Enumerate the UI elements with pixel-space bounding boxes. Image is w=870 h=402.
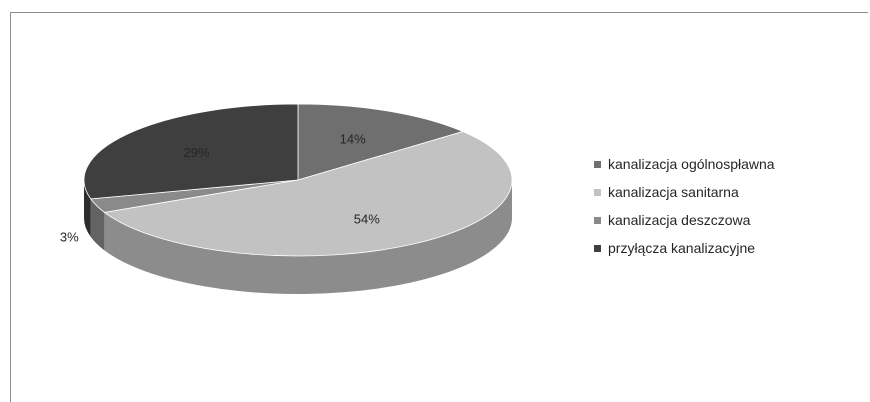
legend-swatch [594,244,601,252]
legend-label: kanalizacja sanitarna [608,184,739,200]
legend: kanalizacja ogólnospławna kanalizacja sa… [594,150,775,262]
pie-slices [83,103,513,257]
data-label-kanalizacja-sanitarna: 54% [354,212,380,227]
legend-label: kanalizacja ogólnospławna [608,156,775,172]
legend-item-kanalizacja-ogolnosplawna: kanalizacja ogólnospławna [594,150,775,178]
legend-item-kanalizacja-deszczowa: kanalizacja deszczowa [594,206,775,234]
data-label-kanalizacja-deszczowa: 3% [60,230,79,245]
legend-item-przylacza-kanalizacyjne: przyłącza kanalizacyjne [594,234,775,262]
data-label-kanalizacja-ogolnosplawna: 14% [340,132,366,147]
pie-labels: 14% 54% 3% 29% [60,132,380,245]
legend-label: kanalizacja deszczowa [608,212,751,228]
legend-swatch [594,188,601,196]
pie-side-kanalizacja-sanitarna [104,180,513,295]
legend-label: przyłącza kanalizacyjne [608,240,756,256]
legend-item-kanalizacja-sanitarna: kanalizacja sanitarna [594,178,775,206]
pie-slice-kanalizacja-ogolnosplawna [297,103,465,181]
pie-slice-przylacza-kanalizacyjne [83,103,299,200]
pie-sides [84,180,513,295]
legend-swatch [594,216,601,224]
pie-side-przylacza-kanalizacyjne [84,180,91,237]
legend-swatch [594,160,601,168]
data-label-przylacza-kanalizacyjne: 29% [184,145,210,160]
pie-slice-kanalizacja-sanitarna [103,131,513,257]
pie-side-kanalizacja-deszczowa [90,198,105,251]
